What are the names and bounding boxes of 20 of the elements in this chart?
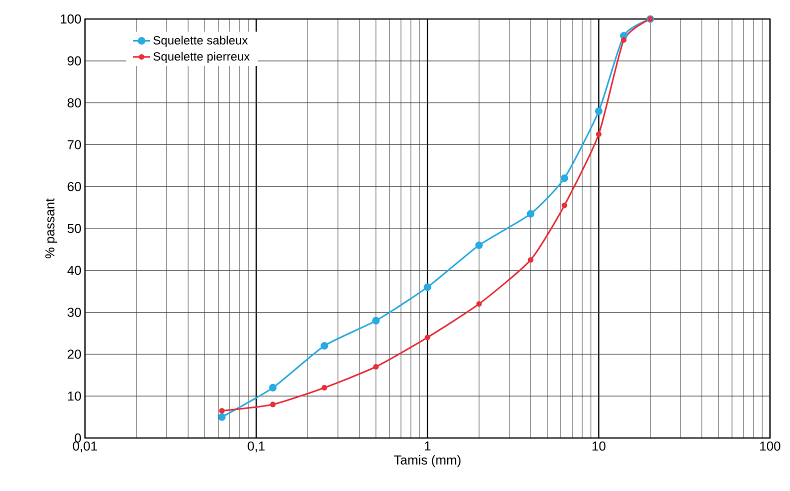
y-tick-label: 40 bbox=[67, 266, 81, 275]
y-tick-label: 30 bbox=[68, 308, 81, 317]
y-tick-label: 90 bbox=[68, 56, 81, 66]
x-axis-title: Tamis (mm) bbox=[394, 455, 460, 468]
x-tick-label: 0,1 bbox=[248, 442, 265, 452]
y-tick-label: 100 bbox=[60, 14, 81, 24]
y-tick-label: 0 bbox=[74, 433, 81, 443]
y-tick-label: 50 bbox=[68, 224, 81, 234]
y-tick-label: 80 bbox=[68, 98, 81, 108]
y-tick-label: 20 bbox=[68, 350, 81, 359]
legend-label: Squelette pierreux bbox=[153, 52, 250, 64]
x-tick-label: 100 bbox=[760, 442, 780, 451]
legend-label: Squelette sableux bbox=[153, 36, 248, 47]
x-tick-label: 10 bbox=[592, 442, 606, 451]
x-tick-label: 0,01 bbox=[72, 442, 97, 452]
y-axis-title: % passant bbox=[45, 198, 58, 258]
x-tick-label: 1 bbox=[424, 442, 430, 450]
y-tick-label: 10 bbox=[68, 392, 81, 401]
y-tick-label: 60 bbox=[68, 182, 81, 192]
y-tick-label: 70 bbox=[68, 140, 81, 150]
